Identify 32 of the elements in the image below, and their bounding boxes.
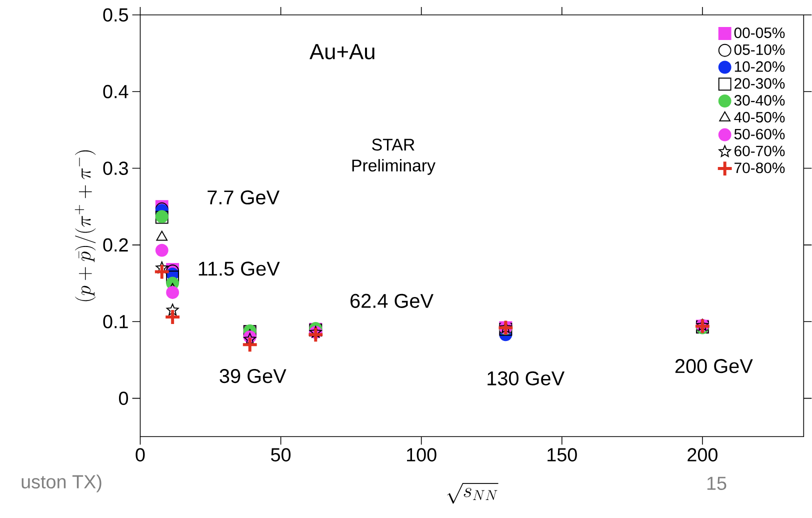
annotation: 130 GeV xyxy=(488,371,565,386)
y-tick-label: 0.5 xyxy=(103,8,128,22)
legend-label: 50-60% xyxy=(734,128,785,140)
legend-label: 30-40% xyxy=(734,94,785,106)
legend-label: 60-70% xyxy=(734,146,785,156)
legend-label: 00-05% xyxy=(734,27,785,38)
annotation: 62.4 GeV xyxy=(350,294,434,308)
x-axis-title: $\sqrt{s_{NN}}$ xyxy=(447,482,498,504)
legend-label: 05-10% xyxy=(734,44,785,55)
text: 15 xyxy=(707,476,726,490)
legend-label: 40-50% xyxy=(734,112,785,122)
y-tick-label: 0.4 xyxy=(103,84,128,98)
y-tick-label: 0.3 xyxy=(103,161,128,175)
x-tick-label: 150 xyxy=(548,448,577,462)
y-axis-title: $(p+\bar{p})/(\pi^{+}+\pi^{-})$ xyxy=(74,150,96,302)
y-tick-label: 0.2 xyxy=(103,238,128,252)
legend-label: 70-80% xyxy=(734,162,785,174)
y-tick-label: 0 xyxy=(118,392,128,405)
annotation: 11.5 GeV xyxy=(198,262,280,276)
x-tick-label: 200 xyxy=(688,448,718,462)
text: uston TX) xyxy=(22,474,102,492)
legend-label: 10-20% xyxy=(734,61,785,72)
x-tick-label: 100 xyxy=(407,448,436,462)
annotation: 7.7 GeV xyxy=(208,190,280,204)
legend-label: 20-30% xyxy=(734,78,785,89)
x-tick-label: 50 xyxy=(271,448,291,462)
annotation: STAR Preliminary xyxy=(352,138,436,175)
annotation: Au+Au xyxy=(310,44,374,60)
annotation: 200 GeV xyxy=(675,358,753,374)
y-tick-label: 0.1 xyxy=(103,314,128,328)
x-tick-label: 0 xyxy=(136,448,145,462)
annotation: 39 GeV xyxy=(220,368,286,383)
